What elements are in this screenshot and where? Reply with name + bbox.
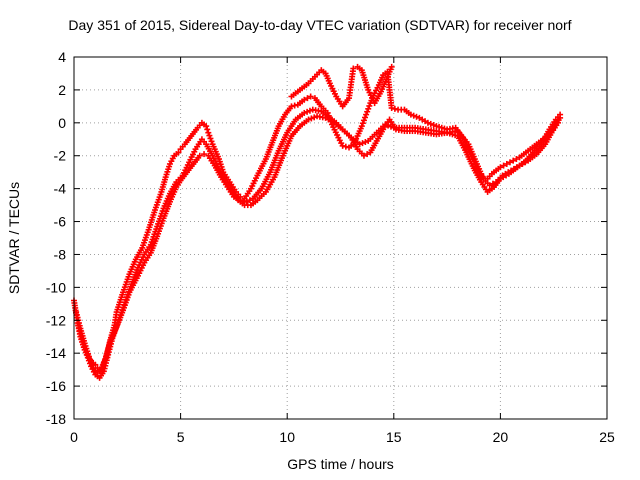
- y-tick-label: -10: [46, 279, 66, 295]
- data-point: [391, 105, 398, 112]
- data-point: [83, 351, 90, 358]
- data-point: [304, 108, 311, 115]
- data-point: [359, 140, 366, 147]
- data-point: [301, 109, 308, 116]
- chart-title: Day 351 of 2015, Sidereal Day-to-day VTE…: [68, 17, 572, 33]
- data-point: [362, 139, 369, 146]
- y-axis-label: SDTVAR / TECUs: [6, 181, 22, 295]
- data-point: [207, 135, 214, 142]
- data-point: [196, 152, 203, 159]
- data-point: [86, 360, 93, 367]
- y-tick-label: -4: [54, 181, 67, 197]
- y-tick-label: -12: [46, 312, 66, 328]
- data-point: [407, 111, 414, 118]
- data-point: [311, 114, 318, 121]
- data-point: [506, 159, 513, 166]
- data-point: [503, 160, 510, 167]
- data-point: [557, 111, 564, 118]
- data-point: [364, 108, 371, 115]
- data-point: [204, 126, 211, 133]
- x-tick-label: 20: [493, 429, 509, 445]
- data-point: [308, 115, 315, 122]
- data-point: [388, 63, 395, 70]
- y-tick-label: -14: [46, 345, 66, 361]
- y-tick-label: -18: [46, 411, 66, 427]
- data-point: [203, 123, 210, 130]
- data-point: [424, 119, 431, 126]
- data-point: [497, 164, 504, 171]
- x-tick-label: 25: [599, 429, 615, 445]
- axis-ticks: [73, 56, 608, 420]
- data-point: [288, 103, 295, 110]
- chart-marks: [71, 63, 564, 381]
- data-point: [510, 157, 517, 164]
- data-point: [175, 149, 182, 156]
- data-point: [306, 107, 313, 114]
- data-point: [85, 357, 92, 364]
- data-point: [366, 102, 373, 109]
- data-point: [413, 113, 420, 120]
- data-point: [513, 156, 520, 163]
- data-point: [339, 142, 346, 149]
- data-point: [430, 122, 437, 129]
- data-point: [205, 129, 212, 136]
- y-tick-label: -2: [54, 148, 67, 164]
- x-tick-label: 15: [386, 429, 402, 445]
- data-point: [360, 152, 367, 159]
- x-tick-label: 0: [70, 429, 78, 445]
- data-point: [342, 143, 349, 150]
- data-point: [305, 116, 312, 123]
- data-point: [358, 123, 365, 130]
- data-point: [554, 119, 561, 126]
- x-tick-label: 5: [177, 429, 185, 445]
- data-point: [360, 117, 367, 124]
- data-point: [500, 162, 507, 169]
- data-point: [363, 111, 370, 118]
- data-point: [427, 120, 434, 127]
- x-tick-label: 10: [279, 429, 295, 445]
- data-point: [208, 138, 215, 145]
- data-point: [307, 93, 314, 100]
- data-point: [291, 102, 298, 109]
- data-point: [243, 198, 250, 205]
- plot-frame: [73, 56, 608, 420]
- data-point: [301, 96, 308, 103]
- data-point: [206, 132, 213, 139]
- y-tick-label: -16: [46, 378, 66, 394]
- y-tick-label: -6: [54, 214, 67, 230]
- data-point: [84, 354, 91, 361]
- data-point: [201, 151, 208, 158]
- data-point: [364, 151, 371, 158]
- data-point: [365, 105, 372, 112]
- y-tick-label: 2: [58, 82, 66, 98]
- data-point: [388, 105, 395, 112]
- y-tick-label: 0: [58, 115, 66, 131]
- data-point: [410, 112, 417, 119]
- data-point: [304, 95, 311, 102]
- data-point: [246, 197, 253, 204]
- data-point: [350, 65, 357, 72]
- y-tick-label: 4: [58, 49, 66, 65]
- x-axis-label: GPS time / hours: [287, 456, 394, 472]
- y-tick-label: -8: [54, 246, 67, 262]
- data-point: [359, 120, 366, 127]
- data-point: [362, 114, 369, 121]
